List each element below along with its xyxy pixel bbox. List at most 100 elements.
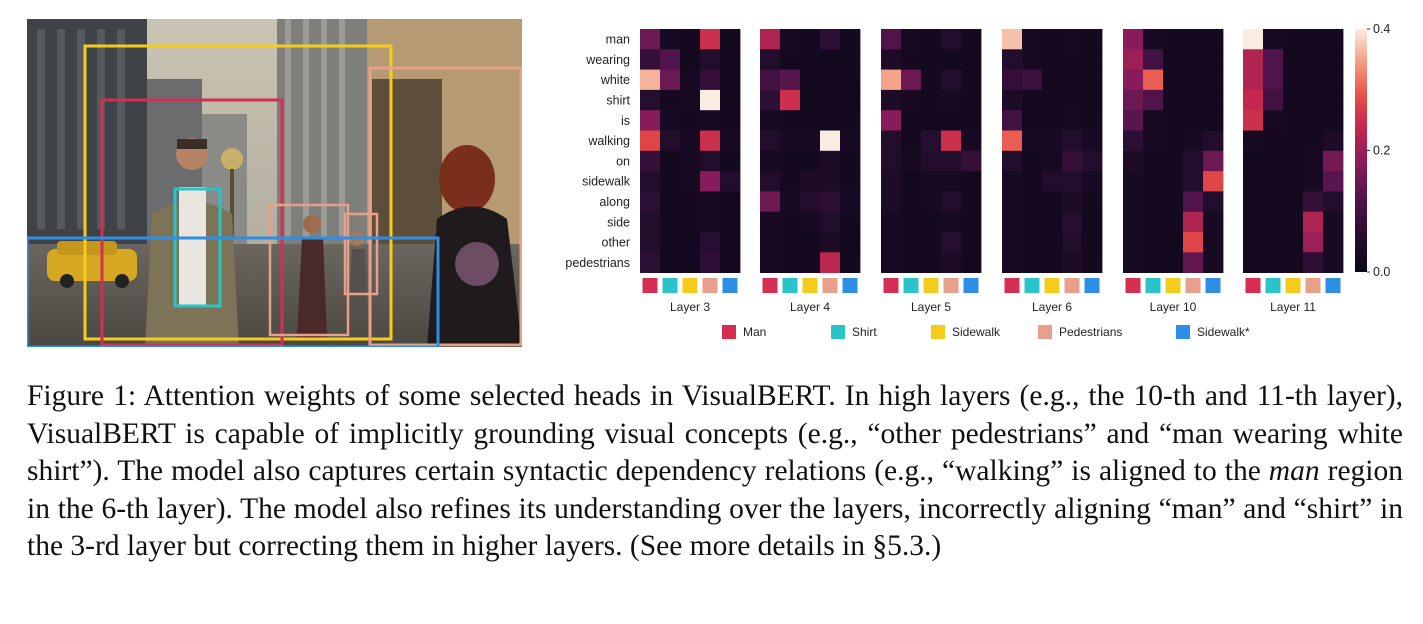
heat-cell-4-3-4 bbox=[1062, 69, 1083, 91]
heat-cell-4-8-2 bbox=[1022, 171, 1043, 192]
heat-cell-5-12-2 bbox=[1143, 252, 1164, 273]
heat-cell-4-8-3 bbox=[1042, 171, 1063, 192]
heat-cell-4-2-1 bbox=[1002, 49, 1023, 70]
heat-cell-3-6-2 bbox=[901, 130, 922, 152]
heat-cell-3-12-4 bbox=[941, 252, 962, 273]
heat-cell-3-3-5 bbox=[961, 69, 982, 91]
heat-cell-3-6-4 bbox=[941, 130, 962, 152]
heat-cell-4-7-5 bbox=[1082, 150, 1103, 172]
heat-cell-3-8-4 bbox=[941, 171, 962, 192]
heat-cell-5-3-1 bbox=[1123, 69, 1144, 91]
heat-cell-1-9-2 bbox=[660, 191, 681, 213]
heat-cell-6-3-4 bbox=[1303, 69, 1324, 91]
heat-cell-5-7-2 bbox=[1143, 150, 1164, 172]
heat-cell-6-1-1 bbox=[1243, 29, 1264, 50]
heat-cell-3-12-2 bbox=[901, 252, 922, 273]
heat-cell-5-1-1 bbox=[1123, 29, 1144, 50]
heat-cell-3-4-1 bbox=[881, 89, 902, 111]
legend-label-5: Sidewalk* bbox=[1197, 325, 1250, 339]
heat-cell-2-9-2 bbox=[780, 191, 801, 213]
heat-cell-3-9-4 bbox=[941, 191, 962, 213]
heat-cell-2-9-4 bbox=[820, 191, 841, 213]
heat-cell-5-1-2 bbox=[1143, 29, 1164, 50]
heat-cell-2-9-3 bbox=[800, 191, 821, 213]
heat-cell-6-10-1 bbox=[1243, 211, 1264, 233]
heat-cell-1-5-5 bbox=[720, 110, 741, 131]
row-label-pedestrians: pedestrians bbox=[565, 256, 630, 270]
heat-cell-5-10-1 bbox=[1123, 211, 1144, 233]
heat-cell-4-10-4 bbox=[1062, 211, 1083, 233]
heat-cell-1-8-2 bbox=[660, 171, 681, 192]
heat-cell-4-3-1 bbox=[1002, 69, 1023, 91]
heat-cell-5-9-1 bbox=[1123, 191, 1144, 213]
heat-cell-3-1-2 bbox=[901, 29, 922, 50]
heat-cell-2-1-3 bbox=[800, 29, 821, 50]
heat-cell-1-11-4 bbox=[700, 232, 721, 253]
heat-cell-1-6-3 bbox=[680, 130, 701, 152]
heat-cell-4-2-5 bbox=[1082, 49, 1103, 70]
panel-label-6: Layer 11 bbox=[1270, 300, 1316, 314]
heat-cell-1-12-1 bbox=[640, 252, 661, 273]
street-photo bbox=[27, 19, 522, 347]
heat-cell-6-4-4 bbox=[1303, 89, 1324, 111]
heat-cell-3-7-5 bbox=[961, 150, 982, 172]
heat-cell-4-12-2 bbox=[1022, 252, 1043, 273]
heat-cell-1-9-3 bbox=[680, 191, 701, 213]
heat-cell-3-9-1 bbox=[881, 191, 902, 213]
heat-cell-3-10-5 bbox=[961, 211, 982, 233]
heat-cell-4-7-1 bbox=[1002, 150, 1023, 172]
heat-cell-1-1-1 bbox=[640, 29, 661, 50]
heat-cell-5-9-4 bbox=[1183, 191, 1204, 213]
heat-cell-1-12-5 bbox=[720, 252, 741, 273]
heat-cell-4-3-3 bbox=[1042, 69, 1063, 91]
row-label-on: on bbox=[616, 154, 630, 168]
heat-cell-5-2-4 bbox=[1183, 49, 1204, 70]
heat-cell-1-4-4 bbox=[700, 89, 721, 111]
heat-cell-1-11-1 bbox=[640, 232, 661, 253]
heat-cell-2-2-4 bbox=[820, 49, 841, 70]
heat-cell-4-2-2 bbox=[1022, 49, 1043, 70]
heat-cell-5-2-1 bbox=[1123, 49, 1144, 70]
legend-swatch-1 bbox=[722, 325, 736, 339]
region-swatch-2-3 bbox=[802, 278, 818, 293]
heat-cell-4-1-1 bbox=[1002, 29, 1023, 50]
heat-cell-1-2-1 bbox=[640, 49, 661, 70]
heat-cell-5-3-4 bbox=[1183, 69, 1204, 91]
heat-cell-1-4-2 bbox=[660, 89, 681, 111]
heat-cell-3-7-2 bbox=[901, 150, 922, 172]
heat-cell-4-10-5 bbox=[1082, 211, 1103, 233]
heat-cell-5-2-5 bbox=[1203, 49, 1224, 70]
heat-cell-2-8-5 bbox=[840, 171, 861, 192]
heat-cell-4-10-2 bbox=[1022, 211, 1043, 233]
heat-cell-1-7-1 bbox=[640, 150, 661, 172]
heat-cell-4-8-5 bbox=[1082, 171, 1103, 192]
heat-cell-1-7-5 bbox=[720, 150, 741, 172]
heat-cell-5-3-3 bbox=[1163, 69, 1184, 91]
heat-cell-1-10-3 bbox=[680, 211, 701, 233]
heat-cell-2-4-5 bbox=[840, 89, 861, 111]
heat-cell-2-10-5 bbox=[840, 211, 861, 233]
heat-cell-1-10-1 bbox=[640, 211, 661, 233]
heat-cell-5-5-5 bbox=[1203, 110, 1224, 131]
heat-cell-2-2-1 bbox=[760, 49, 781, 70]
heat-cell-5-12-5 bbox=[1203, 252, 1224, 273]
legend-label-3: Sidewalk bbox=[952, 325, 1001, 339]
heat-cell-3-2-5 bbox=[961, 49, 982, 70]
heat-cell-4-11-1 bbox=[1002, 232, 1023, 253]
heat-cell-1-8-1 bbox=[640, 171, 661, 192]
region-swatch-6-4 bbox=[1305, 278, 1321, 293]
caption-part-1: Figure 1: Attention weights of some sele… bbox=[27, 380, 1403, 488]
heat-cell-2-11-1 bbox=[760, 232, 781, 253]
heat-cell-2-7-3 bbox=[800, 150, 821, 172]
region-swatch-6-5 bbox=[1325, 278, 1341, 293]
heat-cell-1-1-5 bbox=[720, 29, 741, 50]
heat-cell-3-3-2 bbox=[901, 69, 922, 91]
region-swatch-5-1 bbox=[1125, 278, 1141, 293]
heat-cell-2-7-1 bbox=[760, 150, 781, 172]
heat-cell-2-8-2 bbox=[780, 171, 801, 192]
heat-cell-3-6-3 bbox=[921, 130, 942, 152]
heat-cell-5-6-4 bbox=[1183, 130, 1204, 152]
heat-cell-4-10-1 bbox=[1002, 211, 1023, 233]
heat-cell-5-11-1 bbox=[1123, 232, 1144, 253]
heat-cell-2-12-3 bbox=[800, 252, 821, 273]
